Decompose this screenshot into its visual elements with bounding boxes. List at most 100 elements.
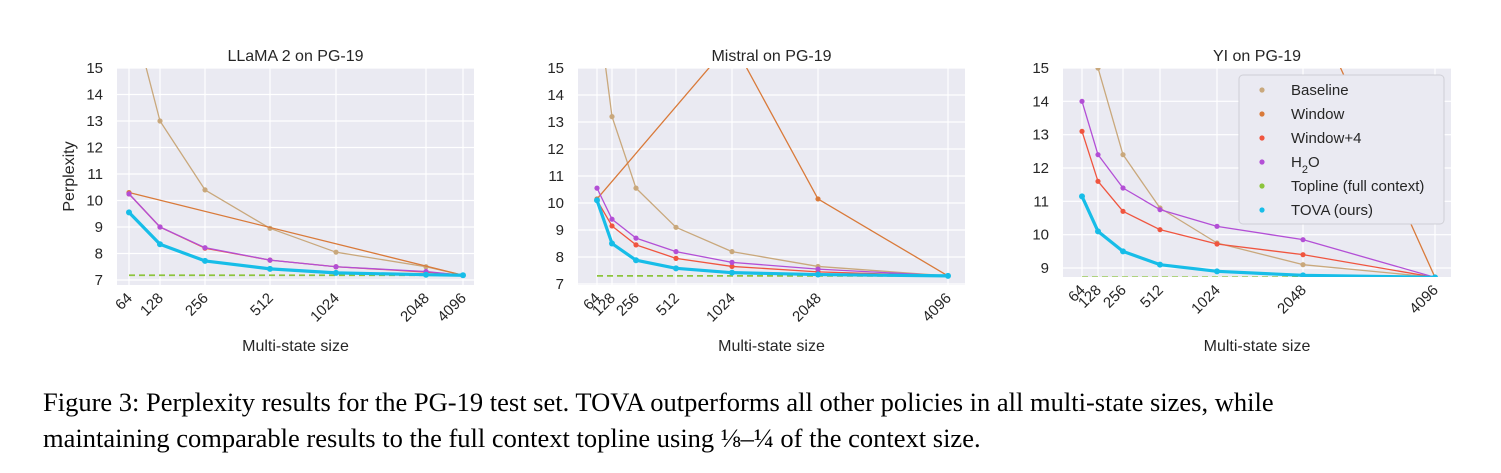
data-point (1120, 185, 1126, 191)
series-tova-ours (1079, 193, 1438, 277)
data-point (1095, 68, 1101, 71)
data-point (594, 0, 599, 3)
data-point (1079, 98, 1085, 104)
legend-marker (1259, 87, 1265, 93)
legend-marker (1259, 183, 1265, 189)
y-tick-label: 14 (1032, 93, 1049, 110)
data-point (673, 265, 679, 272)
data-point (729, 259, 735, 265)
data-point (1300, 272, 1306, 277)
y-tick-label: 9 (556, 222, 564, 239)
x-tick-label: 512 (1137, 282, 1167, 312)
data-point (633, 257, 639, 264)
data-point (1079, 128, 1085, 134)
legend-label: TOVA (ours) (1291, 202, 1373, 219)
data-point (673, 224, 679, 230)
y-tick-label: 8 (95, 246, 103, 263)
data-point (609, 216, 615, 222)
data-point (1079, 193, 1085, 200)
series-h2o (1079, 98, 1438, 277)
series-area (594, 0, 951, 279)
data-point (1120, 208, 1126, 214)
data-point (1214, 268, 1220, 275)
chart-title: YI on PG-19 (1213, 48, 1301, 65)
data-point (673, 249, 679, 255)
y-tick-label: 15 (1032, 60, 1049, 77)
data-point (1432, 274, 1438, 277)
data-point (333, 264, 339, 270)
data-point (673, 255, 679, 261)
legend-marker (1259, 135, 1265, 141)
data-point (267, 265, 273, 272)
data-point (126, 191, 132, 197)
data-point (1214, 223, 1220, 229)
y-tick-label: 14 (547, 87, 564, 104)
data-point (633, 235, 639, 241)
data-point (594, 197, 600, 204)
data-point (202, 187, 208, 193)
data-point (1300, 237, 1306, 243)
legend-label: Baseline (1291, 82, 1349, 99)
data-point (460, 272, 466, 279)
legend-marker (1259, 159, 1265, 165)
data-point (1300, 262, 1306, 268)
data-point (1095, 178, 1101, 184)
data-point (633, 185, 639, 191)
y-tick-label: 10 (86, 193, 103, 210)
data-point (157, 118, 163, 124)
data-point (423, 271, 429, 278)
data-point (1157, 207, 1163, 213)
caption-line-2: maintaining comparable results to the fu… (43, 423, 981, 453)
data-point (157, 241, 163, 248)
data-point (1157, 227, 1163, 233)
x-tick-label: 2048 (789, 290, 825, 326)
x-tick-label: 4096 (434, 290, 470, 326)
data-point (333, 269, 339, 276)
series-window-4 (1079, 128, 1438, 277)
y-tick-label: 11 (87, 166, 103, 183)
x-axis-label: Multi-state size (1204, 338, 1311, 355)
series-area (126, 68, 466, 279)
x-tick-label: 256 (1100, 282, 1130, 312)
y-tick-label: 12 (86, 140, 103, 157)
x-tick-label: 1024 (1188, 282, 1224, 318)
y-tick-label: 15 (547, 60, 564, 77)
data-point (729, 269, 735, 276)
x-tick-label: 4096 (1406, 282, 1442, 318)
data-point (729, 249, 735, 255)
y-tick-label: 13 (1032, 127, 1049, 144)
y-tick-label: 15 (86, 60, 103, 77)
x-tick-label: 64 (112, 290, 136, 314)
data-point (609, 240, 615, 247)
legend-marker (1259, 207, 1265, 213)
data-point (633, 242, 639, 248)
legend-item-h2o: H2O (1259, 154, 1320, 176)
data-point (729, 263, 735, 270)
y-tick-label: 13 (86, 113, 103, 130)
legend-box (1238, 74, 1445, 225)
data-point (1300, 252, 1306, 258)
legend-item-tova-ours: TOVA (ours) (1259, 202, 1373, 219)
legend-label: Topline (full context) (1291, 178, 1424, 195)
data-point (202, 245, 208, 251)
data-point (1157, 261, 1163, 268)
data-point (126, 209, 132, 216)
y-axis-label: Perplexity (61, 141, 78, 211)
x-tick-label: 4096 (919, 290, 955, 326)
x-tick-label: 512 (653, 290, 683, 320)
y-tick-label: 12 (547, 141, 564, 158)
legend-item-window-4: Window+4 (1259, 130, 1361, 147)
x-tick-label: 2048 (397, 290, 433, 326)
legend-label: H2O (1291, 154, 1320, 176)
x-tick-label: 512 (247, 290, 277, 320)
x-tick-label: 1024 (307, 290, 343, 326)
data-point (609, 223, 615, 229)
legend-item-baseline: Baseline (1259, 82, 1349, 99)
data-point (729, 38, 734, 43)
data-point (815, 196, 821, 202)
y-tick-label: 10 (547, 195, 564, 212)
series-area (1079, 68, 1438, 277)
x-tick-label: 256 (182, 290, 212, 320)
y-tick-label: 13 (547, 114, 564, 131)
